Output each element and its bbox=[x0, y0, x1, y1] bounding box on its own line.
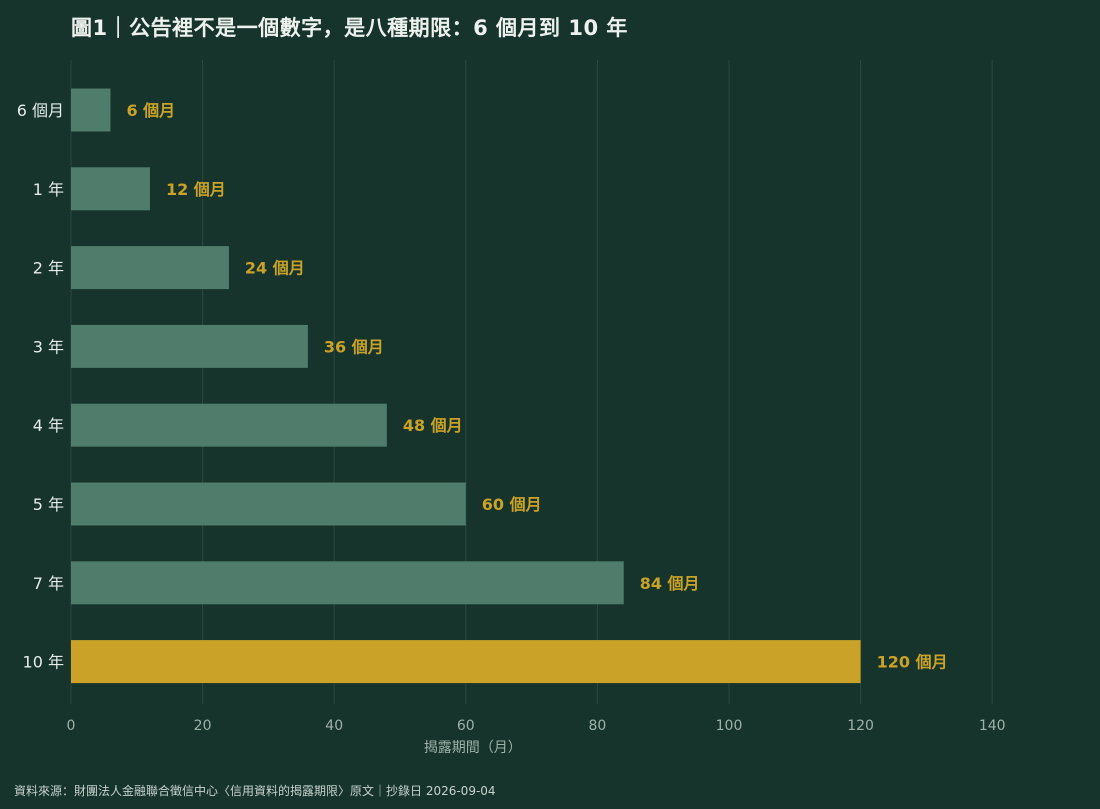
category-label: 7 年 bbox=[33, 574, 64, 593]
x-tick-labels: 0 20 40 60 80 100 120 140 bbox=[67, 718, 1006, 734]
x-axis-title: 揭露期間（月） bbox=[424, 740, 522, 756]
category-label: 6 個月 bbox=[17, 101, 64, 120]
bar bbox=[71, 246, 229, 290]
data-label: 120 個月 bbox=[877, 653, 948, 672]
bar bbox=[71, 167, 150, 211]
data-label: 60 個月 bbox=[482, 495, 542, 514]
x-tick-label: 120 bbox=[847, 718, 874, 734]
x-tick-label: 60 bbox=[457, 718, 475, 734]
bar bbox=[71, 403, 387, 447]
data-label: 48 個月 bbox=[403, 416, 463, 435]
category-label: 4 年 bbox=[33, 416, 64, 435]
x-tick-label: 80 bbox=[588, 718, 606, 734]
bar bbox=[71, 561, 624, 605]
category-label: 1 年 bbox=[33, 180, 64, 199]
category-label: 5 年 bbox=[33, 495, 64, 514]
data-label: 6 個月 bbox=[126, 101, 175, 120]
data-label: 84 個月 bbox=[640, 574, 700, 593]
category-labels: 6 個月 1 年 2 年 3 年 4 年 5 年 7 年 10 年 bbox=[17, 101, 64, 672]
bars bbox=[71, 88, 861, 684]
x-tick-label: 0 bbox=[67, 718, 76, 734]
x-tick-label: 40 bbox=[325, 718, 343, 734]
category-label: 3 年 bbox=[33, 337, 64, 356]
bar bbox=[71, 482, 466, 526]
grid-lines bbox=[70, 60, 993, 704]
bar bbox=[71, 324, 308, 368]
data-label: 24 個月 bbox=[245, 259, 305, 278]
bar bbox=[71, 640, 861, 684]
data-labels: 6 個月 12 個月 24 個月 36 個月 48 個月 60 個月 84 個月 120 個月 bbox=[126, 101, 947, 672]
x-tick-label: 100 bbox=[716, 718, 743, 734]
data-label: 12 個月 bbox=[166, 180, 226, 199]
source-note: 資料來源：財團法人金融聯合徵信中心〈信用資料的揭露期限〉原文｜抄錄日 2026-… bbox=[14, 784, 496, 798]
x-tick-label: 140 bbox=[979, 718, 1006, 734]
category-label: 10 年 bbox=[23, 653, 64, 672]
data-label: 36 個月 bbox=[324, 337, 384, 356]
x-tick-label: 20 bbox=[194, 718, 212, 734]
category-label: 2 年 bbox=[33, 259, 64, 278]
chart-title: 圖1｜公告裡不是一個數字，是八種期限：6 個月到 10 年 bbox=[71, 16, 628, 40]
bar bbox=[71, 88, 111, 132]
